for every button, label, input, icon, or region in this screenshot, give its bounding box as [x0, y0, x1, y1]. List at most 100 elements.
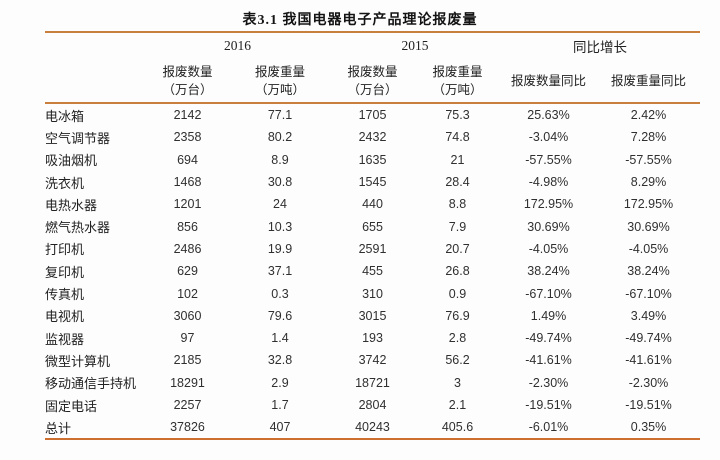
value-cell: 18721: [355, 375, 390, 390]
year-2016-header: 2016: [224, 38, 251, 53]
value-cell: 1.4: [271, 331, 289, 346]
value-cell: 2591: [358, 241, 387, 256]
product-name-cell: 电热水器: [45, 197, 98, 213]
value-cell: -41.61%: [525, 353, 572, 368]
value-cell: 38.24%: [527, 264, 570, 279]
value-cell: 38.24%: [627, 264, 670, 279]
value-cell: -57.55%: [625, 152, 672, 167]
table-row: 打印机 2486 19.9 2591 20.7 -4.05% -4.05%: [45, 238, 700, 260]
value-cell: 24: [273, 197, 287, 212]
value-cell: 19.9: [267, 241, 293, 256]
value-cell: 26.8: [445, 264, 470, 279]
value-cell: 455: [362, 264, 383, 279]
table-row: 微型计算机 2185 32.8 3742 56.2 -41.61% -41.61…: [45, 349, 700, 371]
value-cell: 37826: [170, 420, 205, 435]
product-name-cell: 微型计算机: [45, 353, 111, 369]
subheader-line1: 报废数量: [347, 64, 398, 79]
value-cell: 10.3: [267, 219, 293, 234]
table-row: 电热水器 1201 24 440 8.8 172.95% 172.95%: [45, 193, 700, 215]
product-name-cell: 打印机: [45, 242, 85, 258]
subheader-line2: （万台）: [162, 82, 213, 97]
value-cell: 0.3: [271, 286, 289, 301]
value-cell: -49.74%: [625, 331, 672, 346]
table-row: 洗衣机 1468 30.8 1545 28.4 -4.98% 8.29%: [45, 171, 700, 193]
value-cell: 629: [177, 264, 198, 279]
value-cell: -6.01%: [528, 420, 569, 435]
value-cell: 1201: [173, 197, 202, 212]
value-cell: -57.55%: [525, 152, 572, 167]
subheader-quantity-yoy: 报废数量同比: [510, 73, 586, 88]
value-cell: 2.9: [271, 375, 289, 390]
value-cell: 3.49%: [630, 308, 667, 323]
value-cell: 172.95%: [523, 197, 574, 212]
value-cell: 1.49%: [530, 308, 567, 323]
value-cell: 1635: [358, 152, 387, 167]
value-cell: -19.51%: [525, 398, 572, 412]
value-cell: 56.2: [445, 353, 470, 368]
product-name-cell: 复印机: [45, 264, 85, 280]
value-cell: 2358: [173, 130, 202, 145]
value-cell: 2185: [173, 353, 202, 368]
value-cell: 40243: [355, 420, 390, 435]
value-cell: 32.8: [267, 353, 293, 368]
table-row: 传真机 102 0.3 310 0.9 -67.10% -67.10%: [45, 282, 700, 304]
product-name-cell: 移动通信手持机: [45, 376, 137, 392]
value-cell: -2.30%: [528, 375, 569, 390]
product-name-cell: 吸油烟机: [45, 153, 98, 169]
value-cell: 21: [450, 152, 465, 167]
value-cell: -67.10%: [625, 286, 672, 301]
subheader-line1: 报废重量: [432, 64, 483, 79]
table-row: 空气调节器 2358 80.2 2432 74.8 -3.04% 7.28%: [45, 126, 700, 148]
value-cell: -49.74%: [525, 331, 572, 346]
table-row-total: 总计 37826 407 40243 405.6 -6.01% 0.35%: [45, 416, 700, 438]
value-cell: 8.9: [271, 152, 289, 167]
value-cell: 655: [362, 219, 383, 234]
subheader-2016-quantity: 报废数量 （万台）: [145, 63, 230, 99]
value-cell: 80.2: [267, 130, 293, 145]
value-cell: 79.6: [267, 308, 293, 323]
value-cell: 3: [454, 375, 461, 390]
value-cell: 75.3: [445, 108, 470, 123]
value-cell: 694: [177, 152, 198, 167]
value-cell: 405.6: [441, 420, 474, 435]
value-cell: 30.8: [267, 175, 293, 190]
product-name-cell: 电视机: [45, 309, 85, 325]
table-row: 电冰箱 2142 77.1 1705 75.3 25.63% 2.42%: [45, 104, 700, 126]
value-cell: 856: [177, 219, 198, 234]
value-cell: -4.05%: [628, 241, 669, 256]
product-name-cell: 洗衣机: [45, 175, 85, 191]
value-cell: -4.05%: [528, 241, 569, 256]
table-row: 吸油烟机 694 8.9 1635 21 -57.55% -57.55%: [45, 149, 700, 171]
value-cell: 20.7: [445, 241, 470, 256]
value-cell: -3.04%: [528, 130, 569, 145]
table-top-rule: [45, 31, 700, 33]
value-cell: 172.95%: [623, 197, 674, 212]
value-cell: 1468: [173, 175, 202, 190]
value-cell: 37.1: [267, 264, 293, 279]
value-cell: 25.63%: [527, 108, 570, 123]
value-cell: 2142: [173, 108, 202, 123]
value-cell: 30.69%: [527, 219, 570, 234]
product-name-cell: 空气调节器: [45, 130, 111, 146]
data-table: 2016 2015 同比增长 报废数量 （万台） 报废重量 （万吨） 报废数量 …: [45, 31, 700, 441]
page-title: 表3.1 我国电器电子产品理论报废量: [242, 13, 478, 28]
subheader-line2: （万吨）: [432, 82, 483, 97]
yoy-growth-header: 同比增长: [573, 40, 627, 55]
value-cell: -41.61%: [625, 353, 672, 368]
value-cell: 1705: [358, 108, 387, 123]
value-cell: -67.10%: [525, 286, 572, 301]
value-cell: 3060: [173, 308, 202, 323]
value-cell: -2.30%: [628, 375, 669, 390]
product-name-cell: 监视器: [45, 331, 85, 347]
subheader-line1: 报废数量: [162, 64, 213, 79]
product-name-cell: 电冰箱: [45, 108, 85, 124]
value-cell: 2432: [358, 130, 387, 145]
value-cell: 2.42%: [630, 108, 667, 123]
subheader-2015-quantity: 报废数量 （万台）: [330, 63, 415, 99]
value-cell: -19.51%: [625, 398, 672, 412]
value-cell: 76.9: [445, 308, 470, 323]
value-cell: 407: [269, 420, 291, 435]
value-cell: 8.29%: [630, 175, 667, 190]
value-cell: 97: [180, 331, 195, 346]
subheader-weight-yoy: 报废重量同比: [610, 73, 686, 88]
